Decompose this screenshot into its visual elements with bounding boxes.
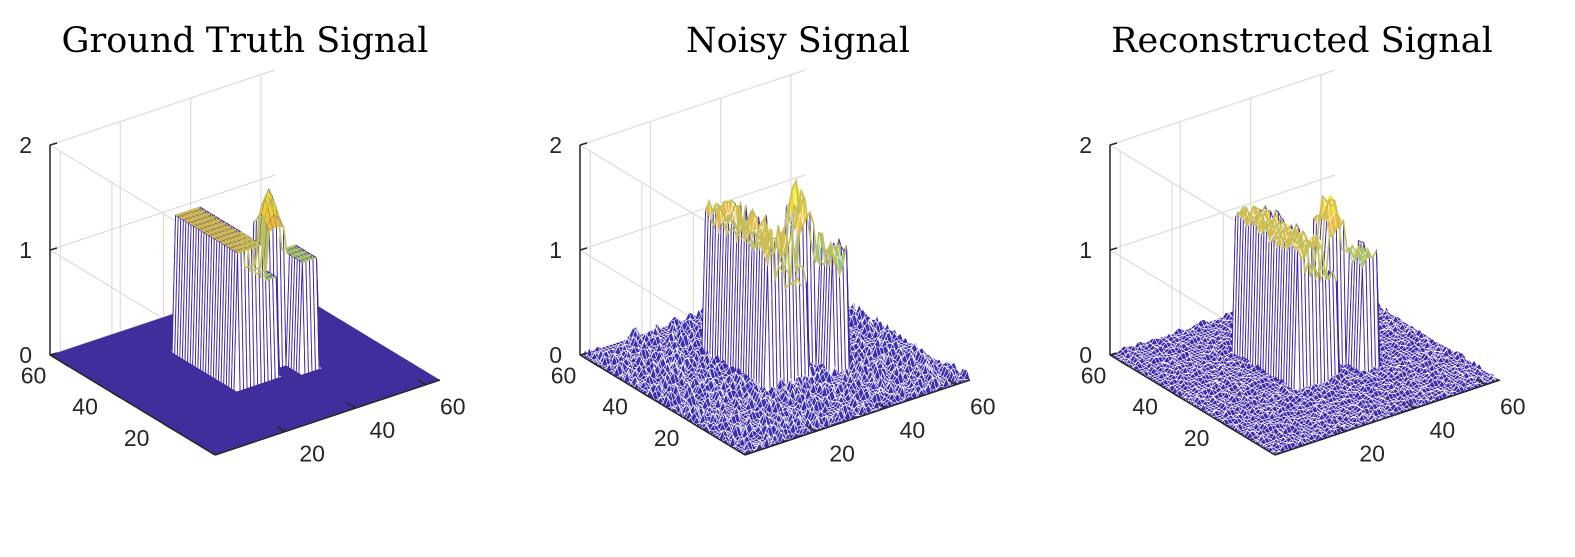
y-tick-label: 40	[72, 394, 98, 420]
surface-cell	[316, 257, 324, 371]
z-tick	[579, 247, 588, 251]
ridge-line	[704, 198, 731, 222]
ridge-line	[761, 226, 802, 287]
surface-plot-noisy: Noisy Signal 0 1 2 20 40 60 20 40 60	[549, 21, 996, 467]
x-tick	[947, 379, 957, 386]
x-tick-label: 60	[440, 394, 466, 420]
x-tick	[347, 402, 357, 409]
y-tick	[693, 423, 702, 430]
z-tick-label: 2	[19, 132, 32, 158]
ridge-line	[216, 193, 274, 269]
x-axis-line	[744, 379, 971, 456]
ridge-line	[710, 199, 736, 230]
z-grid-line	[578, 69, 806, 246]
chart-title: Reconstructed Signal	[1111, 21, 1493, 61]
plot-area: 0 1 2 20 40 60 20 40 60	[549, 69, 996, 467]
y-tick	[163, 423, 172, 430]
ridge-line	[185, 212, 211, 223]
chart-title: Noisy Signal	[686, 21, 910, 61]
chart-panel-noisy: Noisy Signal 0 1 2 20 40 60 20 40 60	[530, 0, 1055, 557]
surface-mesh	[1109, 194, 1501, 456]
x-axis-line	[214, 379, 441, 456]
ridge-line	[720, 204, 747, 231]
ridge-line	[826, 239, 842, 266]
ridge-line	[180, 209, 206, 220]
y-tick-label: 20	[124, 425, 150, 451]
ridge-line	[195, 218, 222, 229]
ridge-line	[297, 253, 312, 260]
surface-mesh	[579, 180, 971, 454]
ridge-line	[746, 178, 804, 282]
plot-area: 0 1 2 20 40 60 20 40 60	[19, 69, 466, 467]
surface-plot-ground-truth: Ground Truth Signal 0 1 2 20 40 60 20 40 60	[19, 21, 466, 467]
x-tick	[417, 379, 427, 386]
ridge-line	[211, 228, 237, 239]
ridge-line	[206, 225, 232, 235]
z-tick	[49, 142, 58, 146]
surface-cell	[275, 276, 284, 379]
ridge-line	[302, 256, 317, 264]
ridge-line	[190, 215, 216, 226]
x-tick-label: 40	[900, 417, 926, 443]
z-tick	[579, 352, 588, 356]
z-tick-label: 0	[549, 342, 562, 368]
z-tick-label: 2	[549, 132, 562, 158]
y-tick	[589, 360, 599, 367]
ridge-line	[226, 225, 302, 276]
y-axis-line	[49, 354, 216, 456]
chart-panel-reconstructed: Reconstructed Signal 0 1 2 20 40 60 20 40 60	[1060, 0, 1575, 557]
x-tick	[877, 402, 887, 409]
y-tick-label: 60	[21, 362, 47, 388]
ridge-line	[175, 206, 201, 217]
ridge-line	[253, 215, 269, 223]
ridge-line	[783, 204, 799, 237]
ridge-line	[751, 188, 827, 280]
x-tick	[276, 425, 286, 433]
tick-labels: 0 1 2 20 40 60 20 40 60	[19, 132, 465, 467]
surface-ridges	[175, 193, 317, 282]
y-tick	[111, 391, 121, 399]
y-axis-line	[579, 354, 746, 456]
ridge-line	[221, 196, 297, 272]
x-tick-label: 20	[829, 441, 855, 467]
z-tick	[49, 247, 58, 251]
tick-labels: 0 1 2 20 40 60 20 40 60	[549, 132, 995, 467]
z-tick	[49, 352, 58, 356]
y-tick	[641, 391, 651, 399]
x-tick-label: 20	[299, 441, 325, 467]
chart-panel-ground-truth: Ground Truth Signal 0 1 2 20 40 60 20 40 60	[0, 0, 525, 557]
y-tick	[59, 360, 69, 367]
y-tick-label: 20	[654, 425, 680, 451]
ridge-line	[740, 214, 768, 249]
chart-title: Ground Truth Signal	[62, 21, 429, 61]
ridge-line	[201, 222, 227, 232]
y-tick-label: 60	[551, 362, 577, 388]
z-tick-label: 1	[549, 237, 562, 263]
ridge-line	[291, 250, 307, 257]
x-tick	[806, 425, 816, 433]
x-tick-label: 40	[370, 417, 396, 443]
surface-ridges	[704, 178, 848, 291]
z-tick-label: 1	[19, 237, 32, 263]
ridge-line	[731, 207, 757, 240]
z-grid-line	[48, 69, 276, 246]
z-tick-label: 0	[19, 342, 32, 368]
z-tick	[579, 142, 588, 146]
z-grid-line	[1108, 69, 1336, 246]
x-tick-label: 60	[970, 394, 996, 420]
y-tick-label: 40	[602, 394, 628, 420]
